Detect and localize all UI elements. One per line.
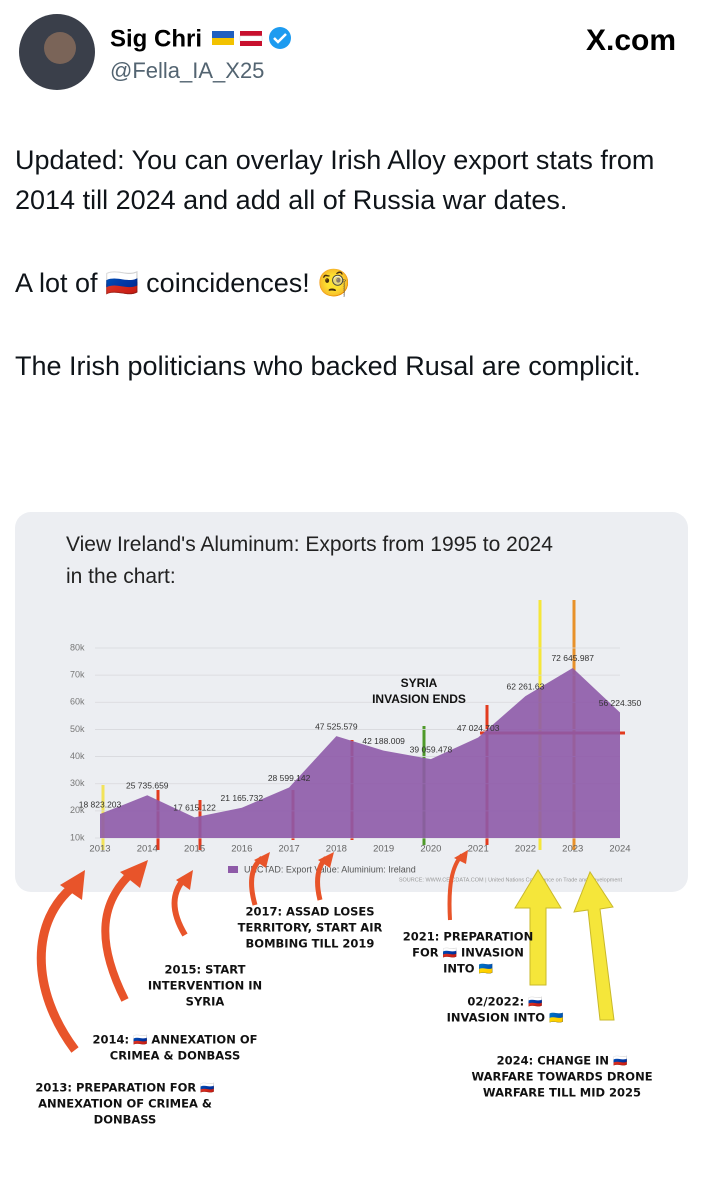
- annotation-line: 2017: ASSAD LOSES: [245, 905, 374, 919]
- post-text: Updated: You can overlay Irish Alloy exp…: [15, 140, 695, 429]
- arrow-head: [318, 852, 334, 868]
- annotation-line: 02/2022: 🇷🇺: [467, 995, 543, 1009]
- annotation-line: 2021: PREPARATION: [403, 930, 533, 944]
- annotation-line: BOMBING TILL 2019: [246, 937, 375, 951]
- area: [100, 667, 620, 838]
- title-line: in the chart:: [66, 565, 176, 588]
- annotation-line: TERRITORY, START AIR: [238, 921, 383, 935]
- flag: [240, 41, 262, 46]
- annotation-line: INVASION INTO 🇺🇦: [447, 1011, 564, 1025]
- x-tick-label: 2022: [515, 844, 536, 855]
- arrow-head: [454, 850, 468, 864]
- legend-swatch: [228, 866, 238, 873]
- arrow: [514, 869, 562, 986]
- flag: [239, 35, 263, 42]
- annotation-line: WARFARE TILL MID 2025: [483, 1086, 641, 1100]
- y-tick-label: 60k: [70, 697, 85, 707]
- paragraph: A lot of 🇷🇺 coincidences! 🧐: [15, 268, 351, 298]
- data-label: 72 645.987: [551, 653, 594, 663]
- title-line: View Ireland's Aluminum: Exports from 19…: [66, 533, 553, 556]
- data-label: 17 615.122: [173, 803, 216, 813]
- x-tick-label: 2018: [326, 844, 347, 855]
- y-tick-label: 70k: [70, 670, 85, 680]
- y-tick-label: 20k: [70, 805, 85, 815]
- arrow: [573, 870, 615, 1021]
- y-tick-label: 10k: [70, 832, 85, 842]
- x-tick-label: 2013: [89, 844, 110, 855]
- y-tick-label: 40k: [70, 751, 85, 761]
- arrow-head: [120, 860, 148, 888]
- annotation-line: FOR 🇷🇺 INVASION: [412, 946, 524, 960]
- chart-annotation: INVASION ENDS: [372, 692, 466, 706]
- arrow: [36, 881, 79, 1053]
- chart-annotation: SYRIA: [401, 676, 438, 690]
- handle[interactable]: @Fella_IA_X25: [110, 58, 264, 83]
- annotations: 2013: PREPARATION FOR 🇷🇺 ANNEXATION OF CR…: [35, 905, 652, 1127]
- paragraph: The Irish politicians who backed Rusal a…: [15, 351, 641, 381]
- annotation-line: 2013: PREPARATION FOR 🇷🇺: [35, 1081, 215, 1095]
- annotation-line: CRIMEA & DONBASS: [110, 1049, 240, 1063]
- data-label: 39 059.478: [410, 744, 453, 754]
- data-label: 47 525.579: [315, 721, 358, 731]
- data-label: 62 261.63: [507, 681, 545, 691]
- data-label: 42 188.009: [362, 736, 405, 746]
- annotation-line: DONBASS: [94, 1113, 157, 1127]
- x-tick-label: 2021: [468, 844, 489, 855]
- y-tick-label: 80k: [70, 642, 85, 652]
- data-label: 18 823.203: [79, 799, 122, 809]
- arrow-head: [60, 870, 85, 900]
- x-tick-label: 2024: [609, 844, 630, 855]
- legend-label: UNCTAD: Export Value: Aluminium: Ireland: [244, 864, 416, 874]
- x-tick-label: 2023: [562, 844, 583, 855]
- annotation-line: 2014: 🇷🇺 ANNEXATION OF: [93, 1033, 258, 1047]
- paragraph: Updated: You can overlay Irish Alloy exp…: [15, 145, 655, 215]
- arrow: [101, 866, 138, 1002]
- arrows: [36, 850, 615, 1053]
- chart: View Ireland's Aluminum: Exports from 19…: [66, 533, 642, 884]
- brand: X.com: [586, 24, 676, 57]
- annotation-line: WARFARE TOWARDS DRONE: [471, 1070, 652, 1084]
- flag: [212, 31, 234, 38]
- annotation-line: ANNEXATION OF CRIMEA &: [38, 1097, 212, 1111]
- data-label: 47 024.703: [457, 723, 500, 733]
- source: SOURCE: WWW.CEICDATA.COM | United Nation…: [399, 877, 623, 883]
- annotation-line: SYRIA: [186, 995, 225, 1009]
- data-label: 21 165.732: [221, 793, 264, 803]
- flag: [212, 38, 234, 45]
- avatar-detail: [44, 32, 76, 64]
- annotation-line: INTERVENTION IN: [148, 979, 262, 993]
- y-tick-label: 30k: [70, 778, 85, 788]
- annotation-line: 2015: START: [165, 963, 246, 977]
- data-label: 28 599.142: [268, 773, 311, 783]
- x-tick-label: 2020: [420, 844, 441, 855]
- verified-check: [273, 33, 287, 44]
- display-name[interactable]: Sig Chri: [110, 25, 202, 52]
- flag: [240, 31, 262, 36]
- x-tick-label: 2015: [184, 844, 205, 855]
- x-tick-label: 2017: [279, 844, 300, 855]
- data-label: 25 735.659: [126, 781, 169, 791]
- data-label: 56 224.350: [599, 698, 642, 708]
- x-tick-label: 2019: [373, 844, 394, 855]
- y-tick-label: 50k: [70, 724, 85, 734]
- arrow-head: [254, 852, 270, 868]
- x-tick-label: 2016: [231, 844, 252, 855]
- x-tick-label: 2014: [137, 844, 158, 855]
- annotation-line: 2024: CHANGE IN 🇷🇺: [497, 1054, 628, 1068]
- verified-badge: [269, 27, 291, 49]
- chart-title: View Ireland's Aluminum: Exports from 19…: [66, 533, 553, 588]
- arrow-head: [176, 870, 193, 890]
- annotation-line: INTO 🇺🇦: [443, 962, 494, 976]
